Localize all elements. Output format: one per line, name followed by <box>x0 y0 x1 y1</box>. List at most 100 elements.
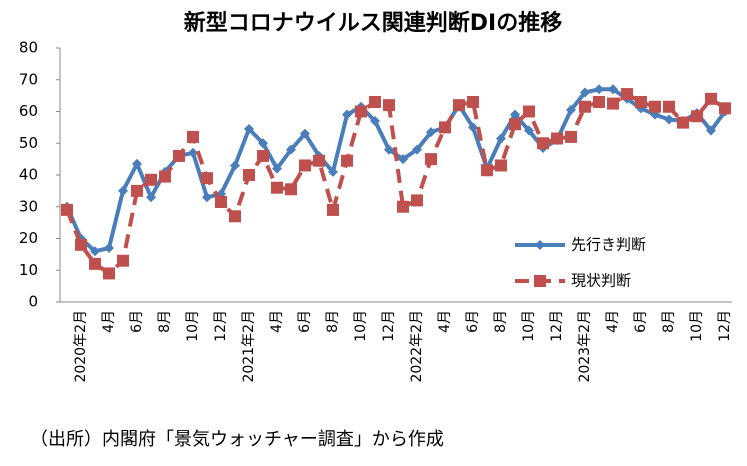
marker <box>551 132 563 145</box>
marker <box>608 84 618 95</box>
marker <box>146 192 156 203</box>
y-tick-label: 80 <box>19 39 38 57</box>
marker <box>313 154 325 167</box>
marker <box>565 130 577 143</box>
x-tick-label: 2021年2月 <box>241 310 257 383</box>
marker <box>510 109 520 120</box>
marker <box>286 144 296 155</box>
marker <box>244 123 254 134</box>
source-note: （出所）内閣府「景気ウォッチャー調査」から作成 <box>30 429 444 450</box>
marker <box>285 183 297 196</box>
y-tick-label: 70 <box>19 70 38 88</box>
marker <box>229 210 241 223</box>
marker <box>607 97 619 110</box>
x-tick-label: 6月 <box>633 310 649 333</box>
x-tick-label: 2020年2月 <box>73 310 89 383</box>
marker <box>719 102 731 115</box>
marker <box>75 238 87 251</box>
marker <box>691 110 703 123</box>
marker <box>131 184 143 197</box>
marker <box>202 192 212 203</box>
x-tick-label: 12月 <box>213 310 229 342</box>
marker <box>706 125 716 136</box>
marker <box>579 100 591 113</box>
marker <box>496 133 506 144</box>
x-tick-label: 2022年2月 <box>409 310 425 383</box>
marker <box>230 160 240 171</box>
marker <box>398 154 408 165</box>
marker <box>509 118 521 131</box>
marker <box>453 99 465 112</box>
marker <box>300 128 310 139</box>
legend-label: 先行き判断 <box>571 236 646 254</box>
marker <box>621 88 633 101</box>
x-tick-label: 10月 <box>185 310 201 342</box>
marker <box>104 243 114 254</box>
marker <box>397 200 409 213</box>
marker <box>61 203 73 216</box>
x-tick-label: 8月 <box>493 310 509 333</box>
marker <box>411 194 423 207</box>
x-tick-label: 6月 <box>465 310 481 333</box>
x-tick-label: 10月 <box>521 310 537 342</box>
chart-title: 新型コロナウイルス関連判断DIの推移 <box>184 10 562 36</box>
marker <box>593 95 605 108</box>
legend-marker <box>535 240 545 250</box>
marker <box>89 257 101 270</box>
marker <box>187 130 199 143</box>
marker <box>594 84 604 95</box>
y-tick-label: 60 <box>19 102 38 120</box>
marker <box>481 164 493 177</box>
marker <box>705 92 717 105</box>
x-tick-label: 8月 <box>661 310 677 333</box>
marker <box>467 95 479 108</box>
marker <box>257 149 269 162</box>
x-tick-label: 2023年2月 <box>577 310 593 383</box>
marker <box>384 144 394 155</box>
marker <box>537 137 549 150</box>
y-tick-label: 40 <box>19 166 38 184</box>
x-tick-label: 6月 <box>297 310 313 333</box>
marker <box>90 246 100 257</box>
marker <box>327 203 339 216</box>
marker <box>145 173 157 186</box>
marker <box>271 181 283 194</box>
marker <box>439 121 451 134</box>
marker <box>328 166 338 177</box>
y-tick-label: 10 <box>19 261 38 279</box>
y-tick-label: 20 <box>19 229 38 247</box>
marker <box>664 114 674 125</box>
marker <box>495 159 507 172</box>
x-tick-label: 10月 <box>689 310 705 342</box>
x-tick-label: 8月 <box>325 310 341 333</box>
marker <box>677 116 689 129</box>
marker <box>341 154 353 167</box>
marker <box>355 105 367 118</box>
y-tick-label: 50 <box>19 134 38 152</box>
marker <box>188 147 198 158</box>
marker <box>412 144 422 155</box>
marker <box>258 138 268 149</box>
legend-marker <box>534 275 546 287</box>
marker <box>201 172 213 185</box>
x-tick-label: 12月 <box>381 310 397 342</box>
x-tick-label: 4月 <box>437 310 453 333</box>
marker <box>117 254 129 267</box>
marker <box>425 153 437 166</box>
x-tick-label: 6月 <box>129 310 145 333</box>
x-tick-label: 4月 <box>605 310 621 333</box>
marker <box>663 100 675 113</box>
marker <box>173 149 185 162</box>
marker <box>523 105 535 118</box>
marker <box>118 185 128 196</box>
x-tick-label: 12月 <box>717 310 733 342</box>
marker <box>243 169 255 181</box>
marker <box>342 109 352 120</box>
marker <box>524 125 534 136</box>
marker <box>215 195 227 208</box>
marker <box>426 127 436 138</box>
marker <box>468 122 478 133</box>
marker <box>649 100 661 113</box>
x-tick-label: 10月 <box>353 310 369 342</box>
marker <box>159 170 171 183</box>
